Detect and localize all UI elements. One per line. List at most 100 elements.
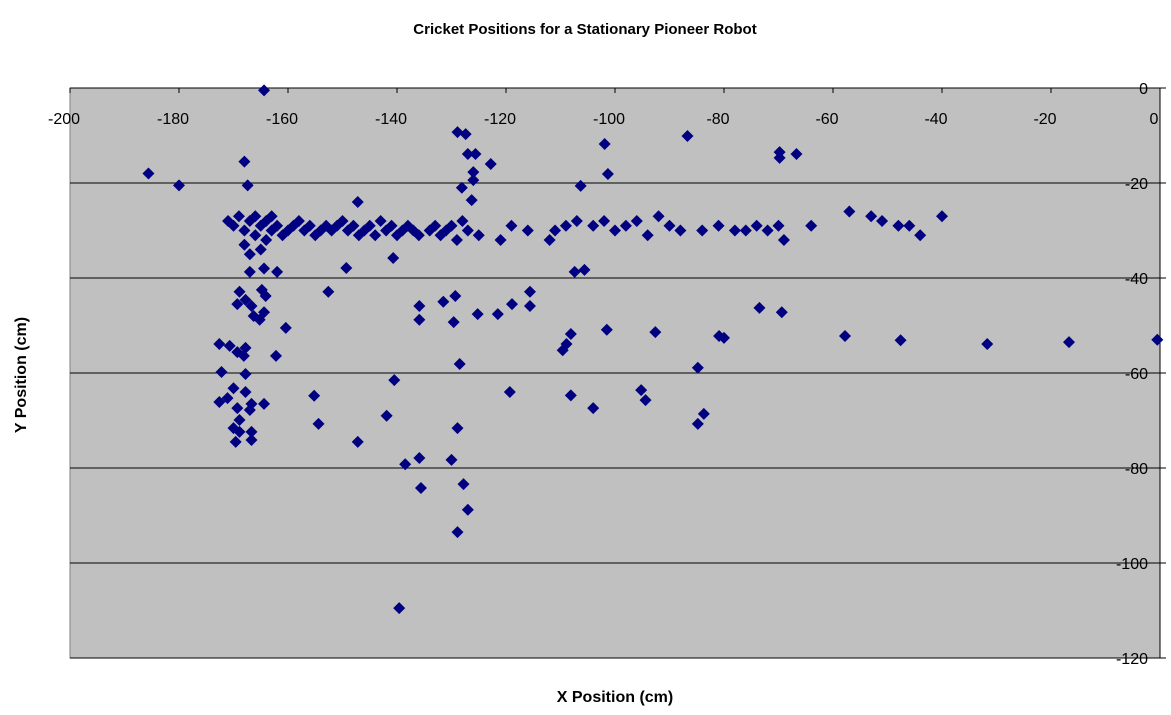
- point: [894, 334, 907, 347]
- x-tick-label: -60: [815, 111, 838, 128]
- point: [385, 219, 398, 232]
- point: [865, 210, 878, 223]
- point: [259, 290, 272, 303]
- point: [697, 407, 710, 420]
- point: [451, 526, 464, 539]
- y-axis-label: Y Position (cm): [13, 317, 30, 433]
- point: [892, 219, 905, 232]
- point: [503, 386, 516, 398]
- point: [619, 219, 632, 232]
- y-tick-label: -40: [1125, 271, 1148, 288]
- point: [574, 179, 587, 192]
- point: [598, 138, 611, 151]
- point: [351, 196, 364, 208]
- point: [696, 224, 709, 237]
- point: [374, 215, 387, 227]
- point: [238, 155, 251, 168]
- point: [227, 219, 240, 232]
- x-tick-label: 0: [1150, 111, 1159, 128]
- point: [843, 205, 856, 218]
- point: [380, 409, 393, 422]
- point: [429, 219, 442, 232]
- point: [233, 425, 246, 438]
- point: [838, 329, 851, 342]
- point: [728, 224, 741, 237]
- x-tick-label: -100: [593, 111, 625, 128]
- point: [413, 300, 426, 313]
- point: [260, 234, 273, 246]
- point: [258, 306, 271, 319]
- point: [239, 293, 252, 306]
- point: [570, 215, 583, 227]
- point: [739, 224, 752, 237]
- point: [1151, 333, 1164, 346]
- point: [903, 219, 916, 232]
- point: [232, 210, 245, 223]
- point: [521, 224, 534, 237]
- point: [231, 298, 244, 311]
- point: [1062, 336, 1075, 349]
- point: [505, 219, 518, 232]
- point: [630, 215, 643, 227]
- x-tick-label: -140: [375, 111, 407, 128]
- point: [215, 366, 228, 379]
- point: [753, 301, 766, 314]
- point: [142, 167, 155, 180]
- point: [413, 452, 426, 465]
- point: [245, 425, 258, 438]
- point: [173, 179, 185, 192]
- point: [635, 384, 648, 397]
- point: [388, 374, 401, 387]
- point: [347, 219, 360, 232]
- point: [279, 321, 292, 334]
- point: [453, 357, 466, 370]
- x-tick-label: -120: [484, 111, 516, 128]
- point: [681, 129, 694, 142]
- point: [465, 194, 478, 207]
- point: [564, 389, 577, 402]
- point: [243, 248, 256, 261]
- point: [247, 310, 260, 322]
- point: [587, 402, 600, 415]
- x-tick-label: -40: [924, 111, 947, 128]
- point: [598, 215, 611, 227]
- point: [467, 174, 480, 187]
- point: [363, 219, 376, 232]
- x-tick-label: -200: [48, 111, 80, 128]
- point: [303, 219, 316, 232]
- point: [641, 229, 654, 242]
- point: [413, 313, 426, 326]
- point: [761, 224, 774, 237]
- point: [271, 219, 284, 232]
- point: [523, 285, 536, 298]
- y-tick-label: 0: [1139, 81, 1148, 98]
- point: [340, 262, 353, 275]
- point: [393, 602, 406, 615]
- point: [568, 265, 581, 278]
- point: [221, 392, 234, 405]
- point: [564, 328, 577, 341]
- point: [981, 338, 994, 351]
- y-tick-label: -60: [1125, 366, 1148, 383]
- point: [233, 285, 246, 298]
- point: [412, 229, 425, 242]
- point: [601, 167, 614, 180]
- point: [414, 481, 427, 494]
- point: [387, 252, 400, 265]
- point: [238, 224, 251, 237]
- point: [449, 290, 462, 303]
- point: [457, 478, 470, 491]
- point: [451, 422, 464, 435]
- point: [351, 435, 364, 448]
- point: [233, 414, 246, 427]
- point: [773, 151, 786, 164]
- chart-title: Cricket Positions for a Stationary Pione…: [413, 21, 756, 38]
- point: [312, 417, 325, 430]
- point: [712, 219, 725, 232]
- point: [258, 84, 271, 97]
- point: [459, 128, 472, 141]
- point: [691, 417, 704, 430]
- point: [609, 224, 621, 237]
- point: [587, 219, 600, 232]
- point: [556, 344, 569, 357]
